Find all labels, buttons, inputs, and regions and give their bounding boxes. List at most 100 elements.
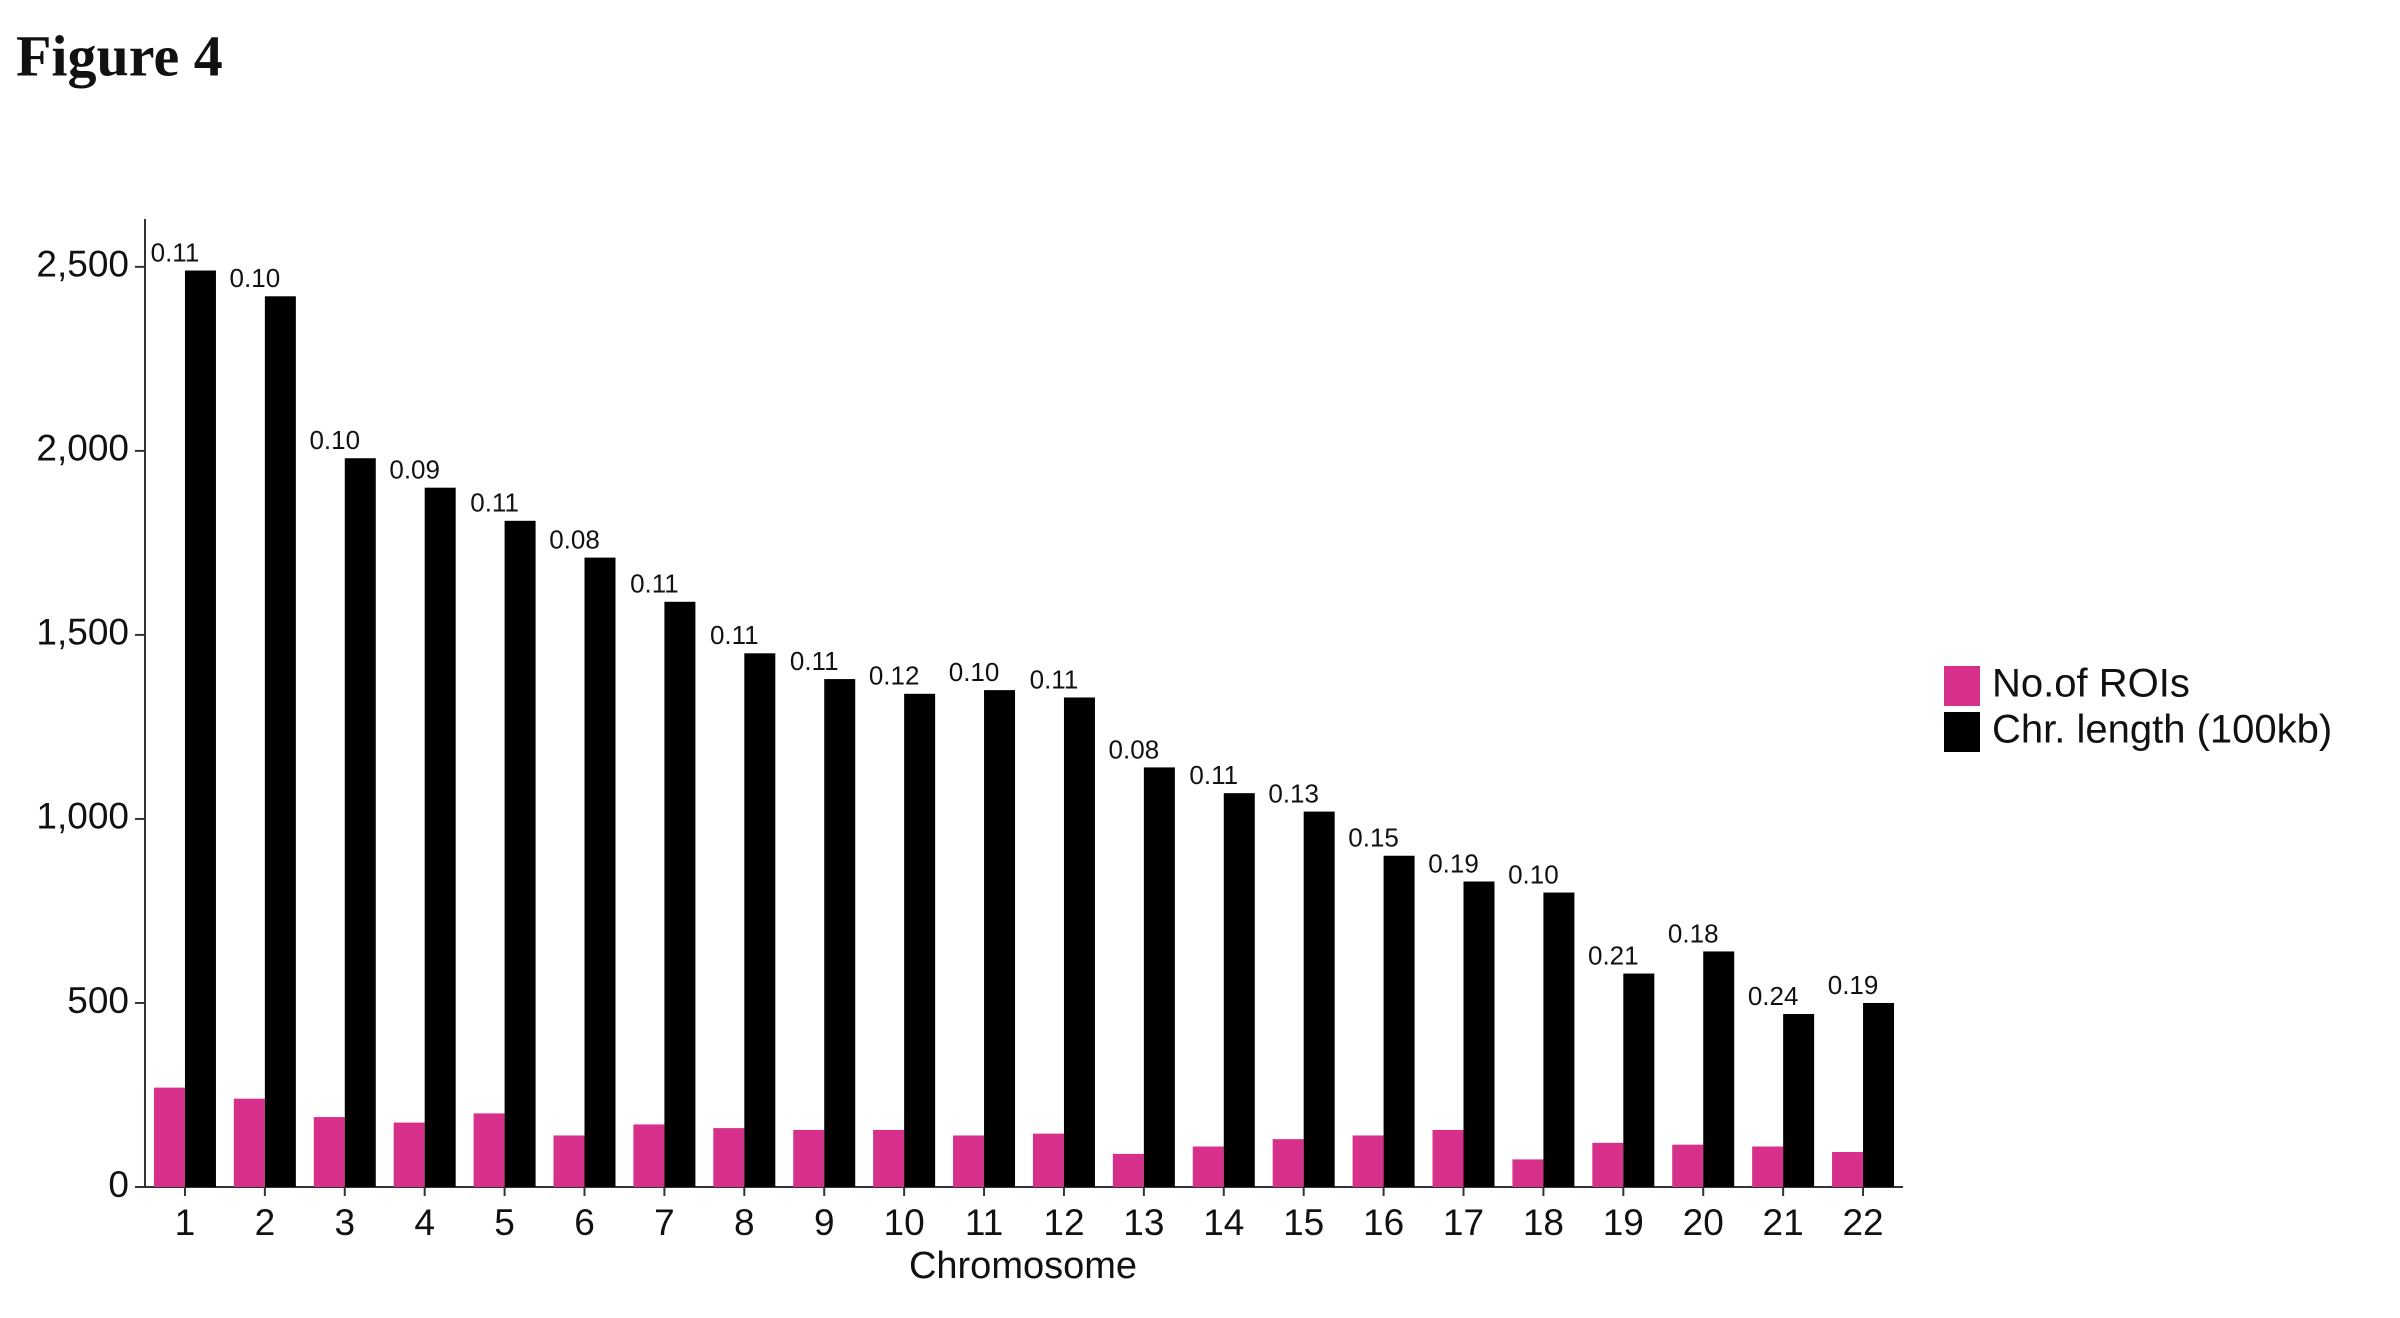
x-tick-label: 10 <box>884 1202 925 1243</box>
x-tick-label: 12 <box>1043 1202 1084 1243</box>
bar <box>1512 1159 1544 1187</box>
ratio-label: 0.13 <box>1268 778 1319 808</box>
bar <box>473 1113 505 1187</box>
bar <box>633 1124 665 1187</box>
bar <box>1063 697 1095 1187</box>
bar <box>1703 951 1735 1187</box>
x-tick-label: 8 <box>734 1202 755 1243</box>
y-tick-label: 2,500 <box>36 244 129 285</box>
bar <box>1272 1139 1304 1187</box>
bar <box>1463 881 1495 1187</box>
x-tick-label: 7 <box>654 1202 675 1243</box>
x-tick-label: 2 <box>255 1202 276 1243</box>
x-tick-label: 18 <box>1523 1202 1564 1243</box>
bar <box>1223 793 1255 1187</box>
ratio-label: 0.11 <box>1189 760 1238 790</box>
ratio-label: 0.15 <box>1348 823 1399 853</box>
bar <box>904 693 936 1187</box>
x-axis-label: Chromosome <box>909 1245 1137 1287</box>
ratio-label: 0.24 <box>1748 981 1799 1011</box>
bar <box>744 653 776 1187</box>
bar <box>873 1129 905 1187</box>
ratio-label: 0.19 <box>1428 848 1479 878</box>
bar <box>953 1135 985 1187</box>
figure-label: Figure 4 <box>16 23 223 88</box>
x-tick-label: 1 <box>175 1202 196 1243</box>
ratio-label: 0.21 <box>1588 940 1639 970</box>
x-tick-label: 17 <box>1443 1202 1484 1243</box>
ratio-label: 0.11 <box>470 488 519 518</box>
bar <box>793 1129 825 1187</box>
y-tick-label: 500 <box>67 980 129 1021</box>
bar <box>1303 811 1335 1187</box>
bar <box>553 1135 585 1187</box>
bar <box>344 458 376 1188</box>
bar <box>1783 1014 1815 1187</box>
legend-swatch <box>1944 712 1980 752</box>
bar <box>504 520 536 1187</box>
x-tick-label: 22 <box>1842 1202 1883 1243</box>
x-tick-label: 9 <box>814 1202 835 1243</box>
bar <box>1192 1146 1224 1187</box>
x-tick-label: 3 <box>334 1202 355 1243</box>
bar <box>184 270 216 1187</box>
bar <box>1543 892 1575 1187</box>
x-tick-label: 5 <box>494 1202 515 1243</box>
bar <box>424 487 456 1187</box>
ratio-label: 0.09 <box>389 455 440 485</box>
ratio-label: 0.11 <box>1030 664 1079 694</box>
legend-swatch <box>1944 666 1980 706</box>
bar <box>233 1098 265 1187</box>
y-tick-label: 1,000 <box>36 796 129 837</box>
y-tick-label: 1,500 <box>36 612 129 653</box>
x-tick-label: 16 <box>1363 1202 1404 1243</box>
bar <box>264 296 296 1187</box>
x-tick-label: 13 <box>1123 1202 1164 1243</box>
bar <box>393 1122 425 1187</box>
ratio-label: 0.10 <box>1508 859 1559 889</box>
bar <box>1352 1135 1384 1187</box>
x-tick-label: 19 <box>1603 1202 1644 1243</box>
bar <box>584 557 616 1187</box>
x-tick-label: 21 <box>1763 1202 1804 1243</box>
legend-label: No.of ROIs <box>1992 662 2190 706</box>
bar <box>1832 1152 1864 1187</box>
bar <box>1752 1146 1784 1187</box>
bar <box>1592 1142 1624 1187</box>
x-tick-label: 20 <box>1683 1202 1724 1243</box>
ratio-label: 0.08 <box>1109 734 1160 764</box>
ratio-label: 0.10 <box>230 263 281 293</box>
bar <box>713 1128 745 1187</box>
bar <box>313 1117 345 1187</box>
x-tick-label: 6 <box>574 1202 595 1243</box>
ratio-label: 0.18 <box>1668 918 1719 948</box>
bar <box>1432 1129 1464 1187</box>
ratio-label: 0.12 <box>869 661 920 691</box>
y-tick-label: 2,000 <box>36 428 129 469</box>
bar <box>1112 1153 1144 1187</box>
ratio-label: 0.19 <box>1828 970 1879 1000</box>
x-tick-label: 11 <box>965 1202 1003 1243</box>
ratio-label: 0.11 <box>710 620 759 650</box>
bar <box>664 601 696 1187</box>
bar <box>1032 1133 1064 1187</box>
ratio-label: 0.11 <box>790 646 839 676</box>
y-tick-label: 0 <box>108 1164 129 1205</box>
ratio-label: 0.10 <box>309 425 360 455</box>
bar <box>824 679 856 1187</box>
bar <box>1672 1144 1704 1187</box>
ratio-label: 0.08 <box>549 524 600 554</box>
bar <box>1623 973 1655 1187</box>
bar <box>1383 855 1415 1187</box>
x-tick-label: 14 <box>1203 1202 1244 1243</box>
bar <box>984 690 1016 1187</box>
legend-label: Chr. length (100kb) <box>1992 708 2332 752</box>
ratio-label: 0.11 <box>151 237 200 267</box>
ratio-label: 0.11 <box>630 569 679 599</box>
bar <box>1863 1002 1895 1187</box>
ratio-label: 0.10 <box>949 657 1000 687</box>
bar <box>153 1087 185 1187</box>
bar <box>1143 767 1175 1187</box>
x-tick-label: 4 <box>414 1202 435 1243</box>
